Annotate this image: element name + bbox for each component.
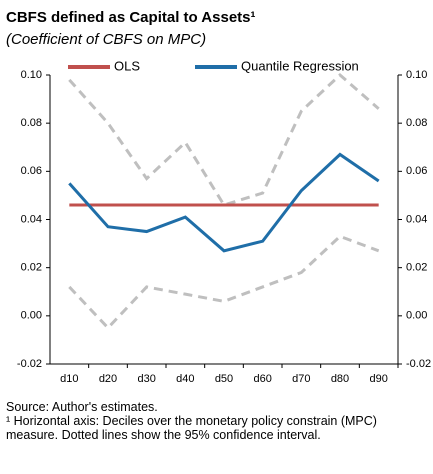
series-line — [68, 152, 380, 253]
y-tick-label: 0.10 — [21, 69, 42, 81]
y-tick-label: 0.06 — [21, 165, 42, 177]
y2-tick-label: 0.08 — [406, 117, 427, 129]
y2-tick-label: 0.06 — [406, 165, 427, 177]
footnote: ¹ Horizontal axis: Deciles over the mone… — [6, 414, 377, 442]
y-tick-label: -0.02 — [17, 358, 42, 370]
y-tick-label: 0.08 — [21, 117, 42, 129]
x-tick-label: d80 — [331, 373, 349, 385]
x-tick-label: d70 — [292, 373, 310, 385]
x-tick-label: d50 — [215, 373, 233, 385]
x-tick-label: d30 — [137, 373, 155, 385]
chart: CBFS defined as Capital to Assets¹ (Coef… — [6, 9, 431, 385]
y2-tick-label: 0.00 — [406, 310, 427, 322]
source: Source: Author's estimates. — [6, 400, 158, 414]
y2-tick-label: -0.02 — [406, 358, 431, 370]
legend-label: OLS — [114, 58, 140, 73]
y2-tick-label: 0.04 — [406, 213, 427, 225]
x-tick-label: d20 — [99, 373, 117, 385]
x-tick-label: d90 — [369, 373, 387, 385]
y-tick-label: 0.04 — [21, 213, 42, 225]
x-tick-label: d40 — [176, 373, 194, 385]
legend-label: Quantile Regression — [241, 58, 359, 73]
notes: Source: Author's estimates. ¹ Horizontal… — [6, 400, 396, 442]
y2-tick-label: 0.02 — [406, 262, 427, 274]
confidence-line — [68, 72, 380, 207]
x-tick-label: d60 — [253, 373, 271, 385]
chart-subtitle: (Coefficient of CBFS on MPC) — [6, 31, 206, 48]
y-tick-label: 0.00 — [21, 310, 42, 322]
y-tick-label: 0.02 — [21, 262, 42, 274]
confidence-line — [68, 234, 380, 331]
y2-tick-label: 0.10 — [406, 69, 427, 81]
x-tick-label: d10 — [60, 373, 78, 385]
chart-title: CBFS defined as Capital to Assets¹ — [6, 9, 256, 26]
